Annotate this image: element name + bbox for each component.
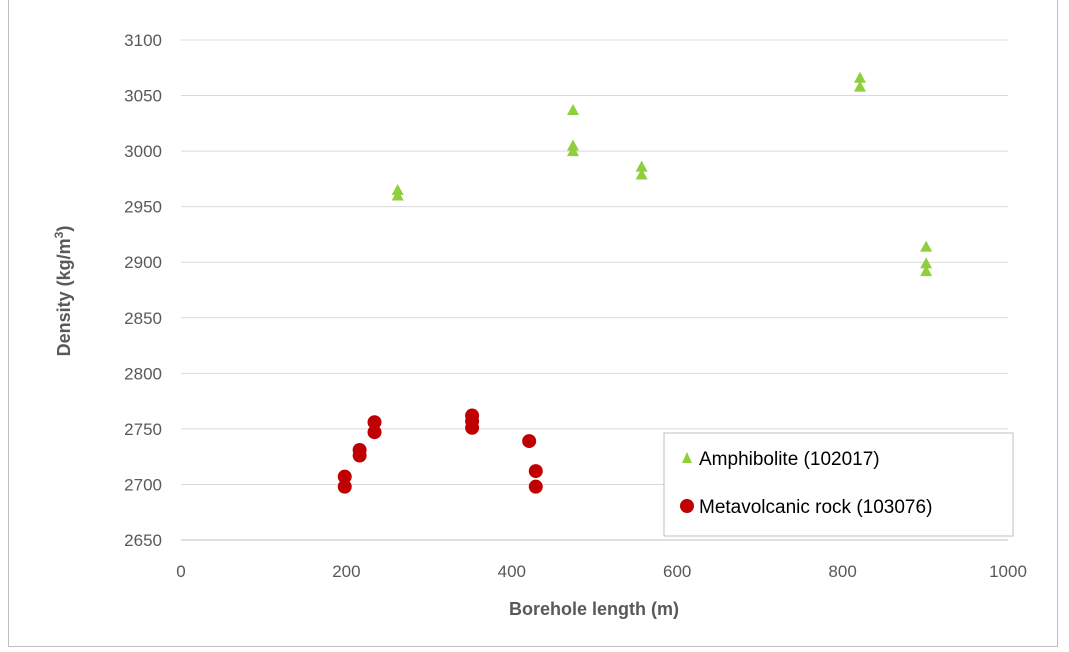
- y-tick-label: 3000: [124, 142, 162, 161]
- y-tick-label: 2850: [124, 309, 162, 328]
- amphibolite-point: [391, 184, 404, 195]
- amphibolite-point: [566, 145, 579, 157]
- metavolcanic-point: [337, 479, 352, 494]
- legend-marker-metavolcanic: [680, 499, 694, 513]
- x-tick-label: 800: [828, 562, 856, 581]
- y-axis-title-close: ): [54, 226, 74, 232]
- y-tick-label: 2700: [124, 475, 162, 494]
- y-tick-labels: 2650 2700 2750 2800 2850 2900 2950 3000 3050 3100: [124, 31, 162, 550]
- y-axis-title-sup: 3: [52, 231, 66, 238]
- legend: Amphibolite (102017) Metavolcanic rock (…: [663, 432, 1014, 537]
- metavolcanic-point: [367, 425, 382, 440]
- gridlines: [181, 39, 1008, 485]
- y-tick-label: 3100: [124, 31, 162, 50]
- amphibolite-point: [391, 189, 404, 201]
- x-tick-label: 400: [498, 562, 526, 581]
- amphibolite-point: [566, 139, 579, 151]
- data-points: [337, 71, 933, 494]
- x-tick-label: 1000: [989, 562, 1027, 581]
- legend-marker-amphibolite: [682, 452, 692, 463]
- x-tick-label: 600: [663, 562, 691, 581]
- y-tick-label: 2650: [124, 531, 162, 550]
- metavolcanic-point: [528, 464, 543, 479]
- amphibolite-point: [635, 160, 648, 172]
- metavolcanic-point: [465, 420, 480, 435]
- x-axis-title: Borehole length (m): [509, 599, 679, 619]
- y-tick-label: 2900: [124, 253, 162, 272]
- legend-label-amphibolite: Amphibolite (102017): [699, 449, 880, 470]
- metavolcanic-point: [352, 448, 367, 463]
- metavolcanic-point: [367, 415, 382, 430]
- legend-label-metavolcanic: Metavolcanic rock (103076): [699, 497, 932, 518]
- y-tick-label: 2800: [124, 364, 162, 383]
- y-tick-label: 2950: [124, 198, 162, 217]
- amphibolite-point: [566, 104, 579, 115]
- metavolcanic-point: [528, 479, 543, 494]
- y-tick-label: 2750: [124, 420, 162, 439]
- amphibolite-point: [853, 80, 866, 92]
- metavolcanic-point: [337, 469, 352, 484]
- amphibolite-point: [920, 257, 933, 269]
- x-tick-label: 0: [176, 562, 185, 581]
- metavolcanic-point: [522, 434, 537, 449]
- x-tick-labels: 0 200 400 600 800 1000: [176, 562, 1027, 581]
- chart-frame: [8, 0, 1058, 647]
- y-tick-label: 3050: [124, 87, 162, 106]
- x-tick-label: 200: [332, 562, 360, 581]
- amphibolite-point: [853, 71, 866, 83]
- y-axis-title: Density (kg/m3): [52, 226, 74, 357]
- amphibolite-point: [635, 168, 648, 180]
- amphibolite-point: [920, 265, 933, 277]
- legend-box: [663, 432, 1014, 537]
- y-axis-title-main: Density (kg/m: [54, 238, 74, 356]
- amphibolite-point: [920, 240, 933, 252]
